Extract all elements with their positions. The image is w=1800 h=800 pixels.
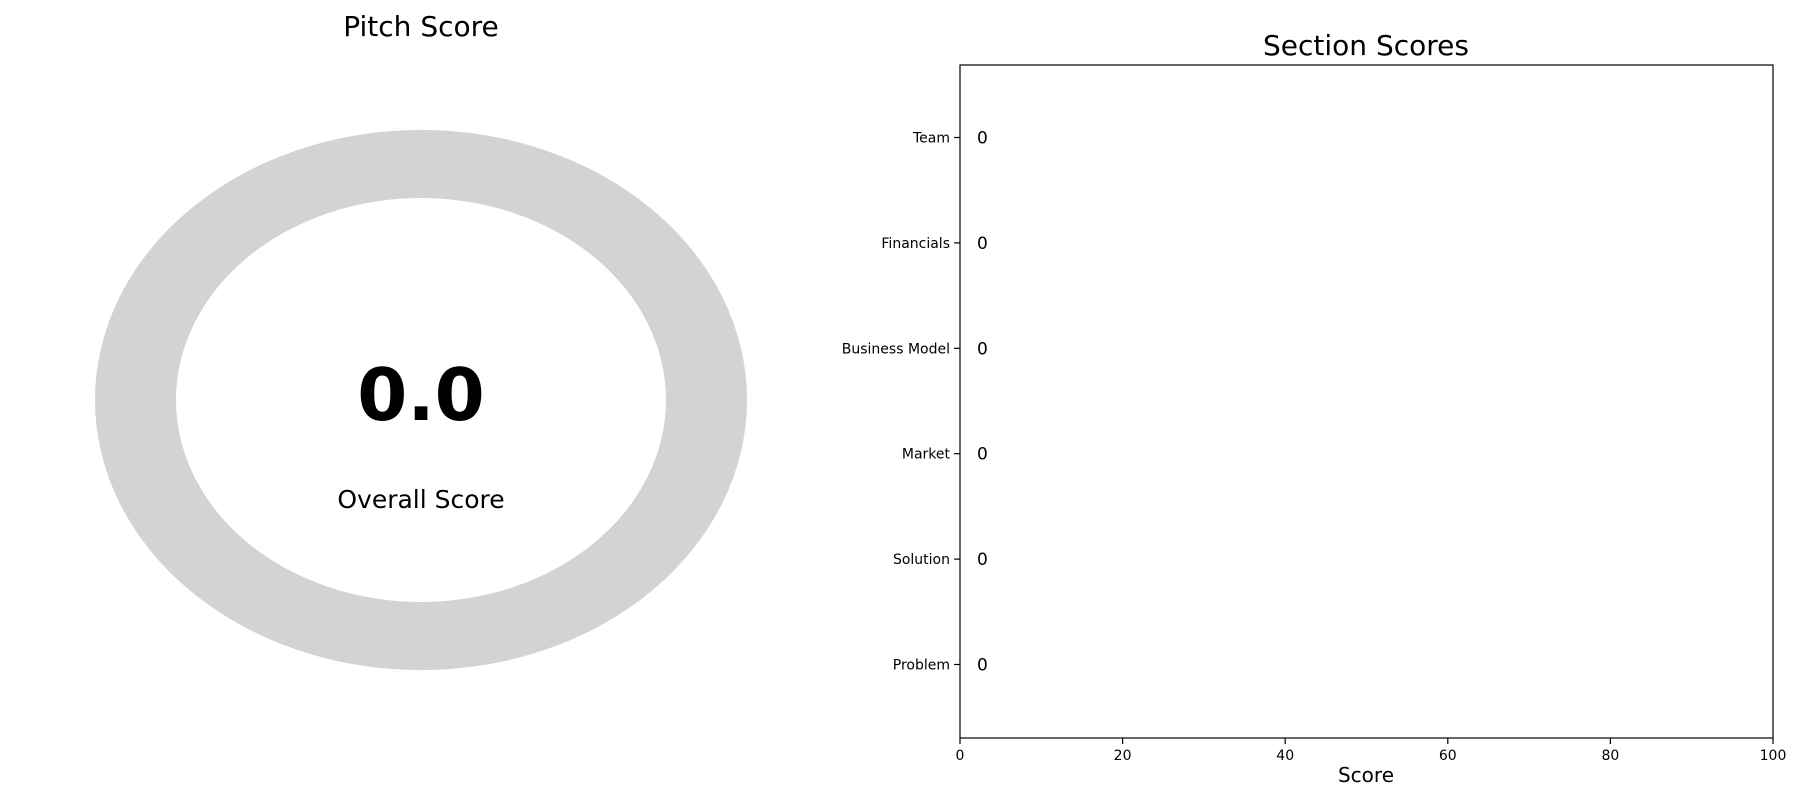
overall-score-value: 0.0 [357,353,485,437]
data-label-team: 0 [977,129,988,149]
y-tick-label: Solution [893,552,950,568]
x-axis: 0 20 40 60 80 100 [956,738,1787,764]
pitch-score-panel: Pitch Score 0.0 Overall Score [94,10,748,671]
data-label-financials: 0 [977,234,988,254]
x-tick-label: 0 [956,748,965,764]
x-axis-label: Score [1338,763,1394,787]
section-scores-title: Section Scores [1263,29,1469,62]
x-tick-label: 100 [1760,748,1787,764]
data-label-business-model: 0 [977,339,988,359]
x-tick-label: 80 [1601,748,1619,764]
plot-area-frame [959,64,1774,739]
x-tick-label: 40 [1276,748,1294,764]
pitch-score-title: Pitch Score [343,10,499,43]
y-tick-label: Problem [893,658,950,674]
data-label-problem: 0 [977,656,988,676]
data-label-market: 0 [977,445,988,465]
y-tick-label: Financials [881,236,950,252]
overall-score-label: Overall Score [337,485,504,514]
y-tick-label: Team [912,131,950,147]
data-label-solution: 0 [977,550,988,570]
x-tick-label: 20 [1114,748,1132,764]
y-tick-label: Business Model [842,341,950,357]
x-tick-label: 60 [1439,748,1457,764]
y-tick-label: Market [902,447,951,463]
bars-layer: 0 0 0 0 0 0 [977,129,988,676]
y-axis: Team Financials Business Model Market Soluti… [842,131,960,674]
section-scores-panel: Section Scores 0 0 0 0 0 0 Team Financials Busi… [842,29,1787,787]
